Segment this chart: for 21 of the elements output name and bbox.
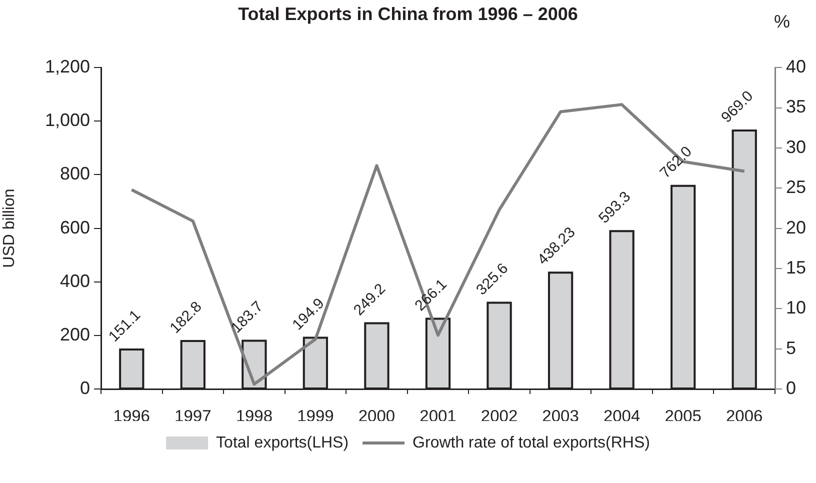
y2-tick-label: 15 (786, 257, 806, 278)
y-tick-label: 1,000 (44, 110, 90, 130)
y-tick-label: 1,200 (44, 56, 90, 77)
y-tick-label: 600 (60, 217, 90, 238)
y2-tick-label: 20 (786, 217, 806, 238)
y2-tick-label: 30 (786, 136, 806, 157)
y-tick-label: 0 (80, 378, 90, 398)
y-axis-title: USD billion (1, 188, 18, 268)
y-tick-label: 400 (60, 270, 90, 291)
chart-title: Total Exports in China from 1996 – 2006 (238, 4, 578, 24)
legend-label: Total exports(LHS) (216, 434, 349, 452)
y2-tick-label: 5 (786, 338, 796, 358)
y-tick-label: 200 (60, 324, 90, 344)
y2-axis-title: % (774, 12, 790, 32)
y-tick-label: 800 (60, 164, 90, 184)
legend-label: Growth rate of total exports(RHS) (412, 434, 650, 452)
y2-tick-label: 35 (786, 96, 806, 117)
y2-tick-label: 40 (786, 56, 806, 77)
y2-tick-label: 10 (786, 298, 806, 318)
y2-tick-label: 25 (786, 177, 806, 198)
y2-tick-label: 0 (786, 378, 796, 398)
